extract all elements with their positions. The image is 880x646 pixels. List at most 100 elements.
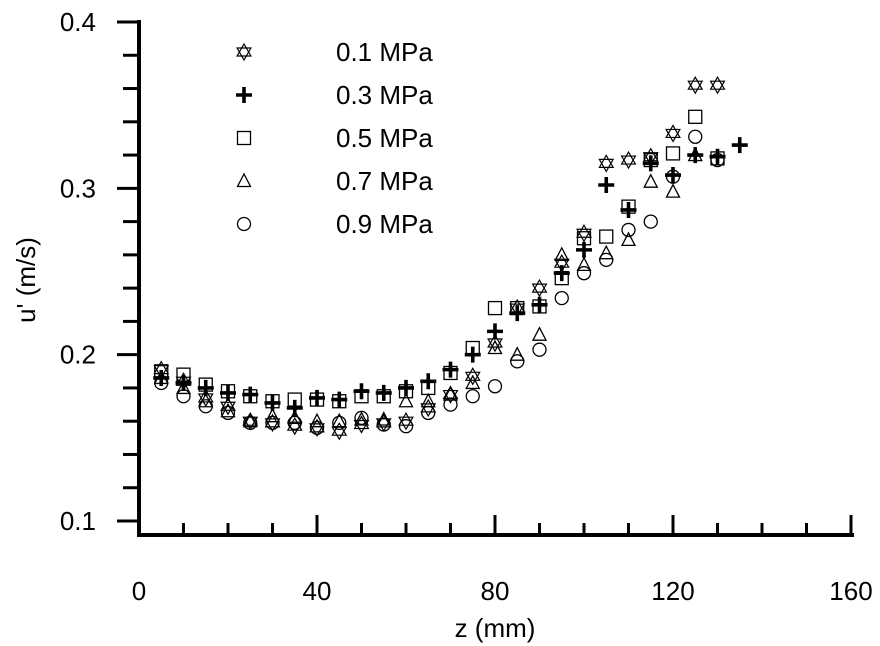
data-point (242, 412, 258, 428)
data-point (198, 377, 213, 392)
data-point (309, 392, 325, 407)
data-point (509, 346, 525, 361)
data-point (620, 231, 637, 247)
ticks (117, 20, 853, 535)
data-point (398, 419, 414, 434)
data-point (420, 398, 437, 418)
legend-marker (236, 87, 252, 103)
data-point (688, 109, 703, 124)
data-point (331, 412, 347, 428)
data-point (532, 299, 547, 314)
data-point (510, 300, 525, 316)
data-point (376, 417, 391, 432)
data-point (465, 389, 480, 404)
legend-marker (236, 216, 252, 232)
data-point (665, 146, 681, 161)
data-point (531, 296, 548, 313)
legend-item: 0.1 MPa (236, 37, 433, 67)
data-point (643, 152, 658, 168)
data-point (554, 290, 569, 306)
legend-item: 0.7 MPa (236, 166, 433, 196)
data-point (487, 300, 503, 316)
data-point (264, 413, 281, 433)
data-point (465, 374, 481, 390)
legend-label: 0.3 MPa (336, 80, 433, 110)
legend-label: 0.9 MPa (336, 209, 433, 239)
data-point (265, 394, 280, 409)
data-point (309, 389, 325, 406)
data-point (265, 415, 280, 431)
data-point (331, 391, 348, 408)
legend-item: 0.9 MPa (236, 209, 433, 239)
legend-marker (236, 42, 252, 62)
y-tick-label: 0.4 (60, 7, 96, 37)
y-tick-label: 0.3 (60, 173, 96, 203)
data-point (353, 411, 370, 426)
data-point (443, 365, 458, 381)
data-point (243, 389, 258, 404)
x-tick-label: 120 (651, 576, 694, 606)
data-point (687, 146, 703, 162)
data-point (443, 397, 458, 412)
data-point (332, 394, 347, 409)
data-point (398, 384, 414, 399)
data-point (620, 150, 637, 170)
data-point (242, 411, 259, 431)
data-point (710, 152, 725, 168)
tick-labels: 0 40 80 120 160 0.1 0.2 0.3 0.4 (60, 7, 873, 606)
data-point (242, 386, 259, 403)
data-point (175, 374, 192, 391)
data-point (421, 405, 436, 421)
data-point (353, 415, 370, 434)
data-point (731, 137, 748, 154)
legend: 0.1 MPa 0.3 MPa 0.5 MPa 0.7 MPa 0.9 MPa (236, 37, 433, 239)
data-point (598, 177, 615, 194)
legend-item: 0.5 MPa (236, 123, 433, 153)
data-point (376, 389, 391, 404)
data-point (353, 383, 370, 400)
x-axis-label: z (mm) (455, 613, 536, 643)
data-point (576, 256, 592, 271)
data-point (375, 384, 392, 401)
data-point (154, 364, 169, 379)
data-point (599, 229, 614, 244)
data-point (642, 155, 659, 172)
data-point (532, 342, 547, 357)
data-point (220, 397, 236, 416)
data-point (554, 271, 569, 286)
data-point (175, 379, 192, 395)
data-point (531, 326, 548, 341)
data-point (220, 402, 236, 418)
data-point (442, 361, 459, 378)
data-point (576, 224, 592, 243)
data-point (598, 154, 615, 173)
data-point (687, 76, 704, 95)
data-point (643, 214, 658, 229)
legend-marker (236, 172, 252, 188)
data-point (620, 201, 637, 218)
data-point (709, 76, 726, 95)
data-point (354, 410, 369, 426)
legend-marker (236, 130, 252, 146)
legend-label: 0.1 MPa (336, 37, 433, 67)
data-point (442, 386, 459, 401)
data-point (287, 392, 302, 407)
data-point (531, 278, 548, 298)
data-point (576, 266, 592, 281)
data-point (309, 420, 325, 436)
y-tick-label: 0.2 (60, 340, 96, 370)
series-square (154, 109, 725, 409)
data-point (309, 412, 325, 428)
data-point (176, 389, 191, 404)
data-point (665, 124, 681, 143)
data-point (332, 415, 347, 431)
data-point (553, 265, 570, 282)
data-point (487, 339, 503, 355)
data-point (154, 375, 169, 391)
data-point (665, 183, 681, 198)
data-point (220, 384, 236, 401)
data-point (487, 379, 503, 394)
data-point (688, 129, 703, 144)
data-point (599, 252, 614, 268)
